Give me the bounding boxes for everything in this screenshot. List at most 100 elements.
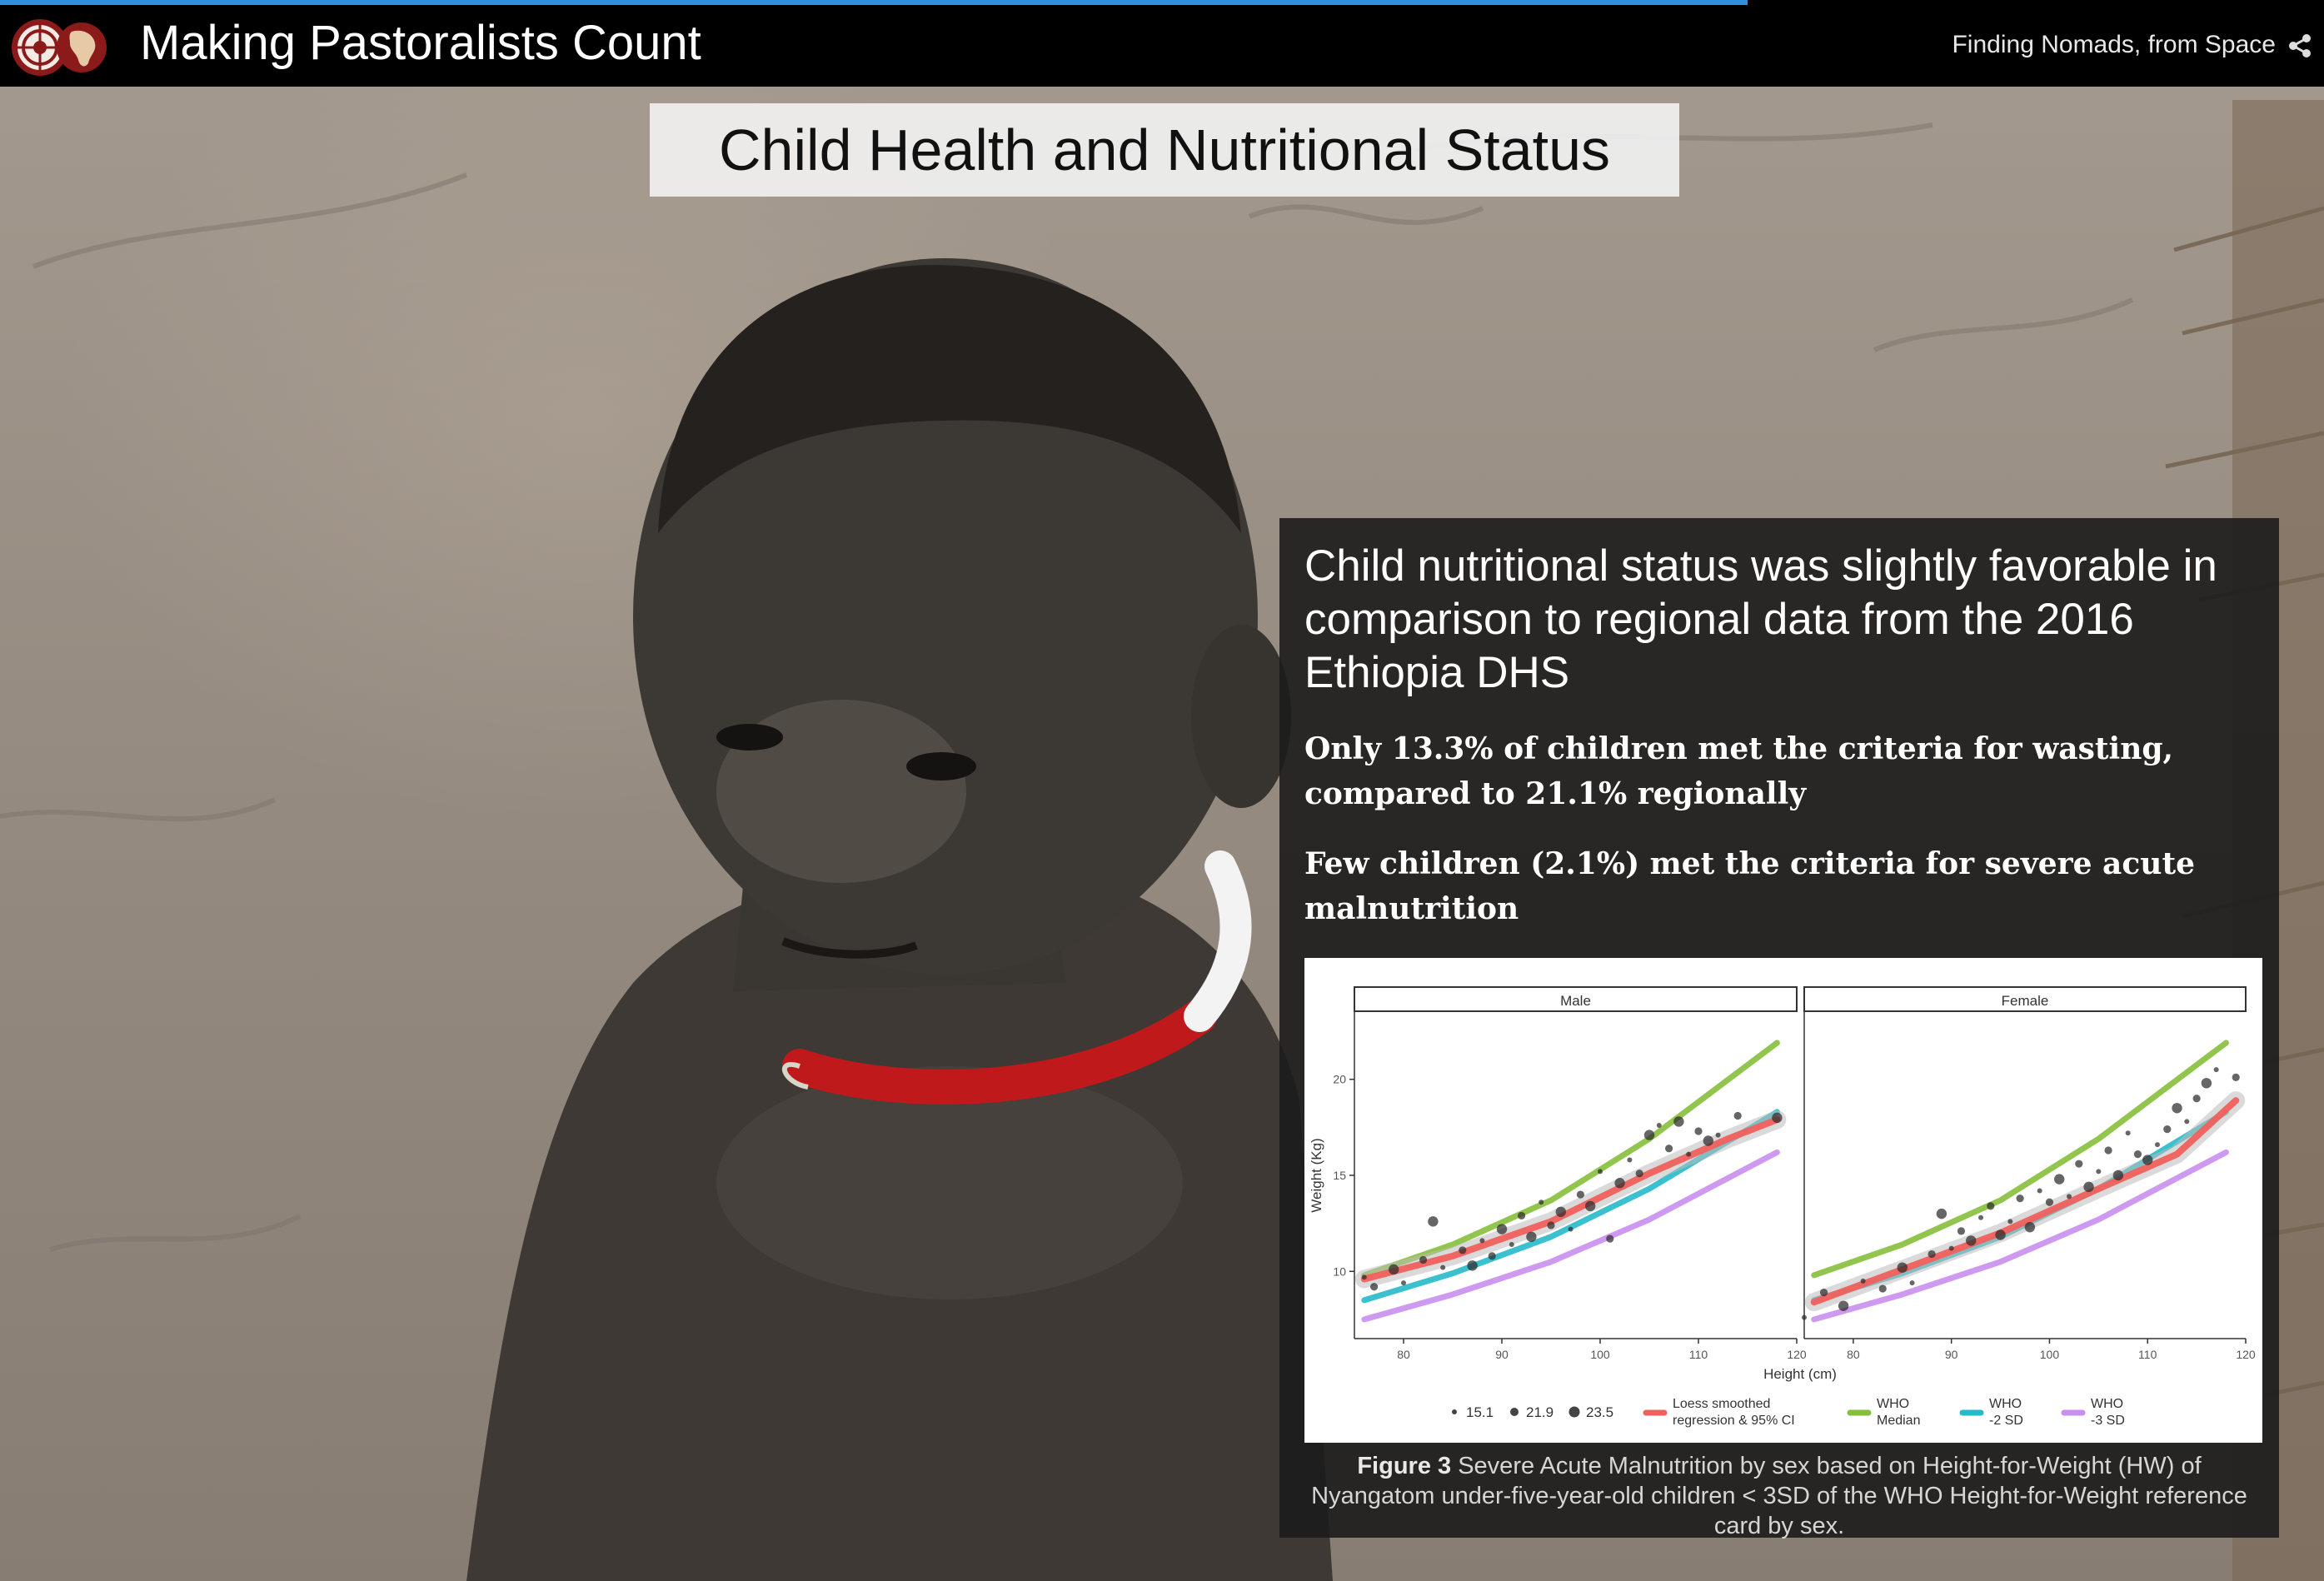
data-point-male [1598,1169,1603,1174]
data-point-female [1910,1280,1915,1285]
data-point-male [1467,1260,1477,1270]
x-tick-label: 90 [1945,1348,1958,1361]
y-tick-label: 10 [1333,1264,1346,1278]
data-point-male [1428,1216,1438,1226]
who-minus3sd-line-female [1814,1152,2227,1319]
figure-caption-text: Severe Acute Malnutrition by sex based o… [1311,1453,2247,1539]
x-tick-label: 120 [1787,1348,1807,1361]
data-point-female [2075,1160,2082,1168]
data-point-female [1838,1301,1848,1311]
data-point-male [1665,1145,1673,1152]
data-point-male [1556,1207,1566,1217]
narrative-panel[interactable]: Child nutritional status was slightly fa… [1279,518,2279,1538]
data-point-female [1987,1202,1994,1209]
data-point-female [2007,1219,2012,1224]
data-point-male [1547,1221,1554,1229]
data-point-female [1937,1209,1947,1219]
data-point-female [1966,1235,1976,1245]
data-point-male [1644,1130,1654,1140]
legend-label-line2: Median [1877,1414,1920,1428]
data-point-male [1694,1127,1702,1135]
story-progress-bar [0,0,1748,5]
data-point-male [1539,1199,1544,1204]
data-point-female [1802,1315,1807,1320]
logo-icon [10,13,108,82]
who-median-line-male [1364,1043,1778,1275]
x-axis-title: Height (cm) [1763,1366,1837,1382]
size-legend-label: 23.5 [1586,1404,1613,1420]
data-point-male [1686,1152,1691,1157]
size-legend-dot [1510,1408,1519,1416]
section-title: Child Health and Nutritional Status [719,117,1610,183]
data-point-female [2046,1199,2053,1206]
who-minus3sd-line-male [1364,1152,1778,1319]
x-tick-label: 90 [1495,1348,1509,1361]
figure-caption: Figure 3 Severe Acute Malnutrition by se… [1296,1451,2262,1541]
loess-ci-band-female [1814,1100,2236,1302]
chart-canvas: Male 80 90 100 110 120 10 15 20 Female 80 90 100 110 1… [1304,958,2262,1443]
data-point-female [1861,1279,1866,1284]
data-point-female [1949,1246,1954,1251]
data-point-female [2142,1155,2152,1165]
data-point-male [1509,1242,1514,1247]
data-point-male [1627,1158,1632,1163]
x-tick-label: 120 [2236,1348,2256,1361]
data-point-male [1606,1234,1613,1242]
figure-3-chart[interactable]: Male 80 90 100 110 120 10 15 20 Female 80 90 100 110 1… [1304,958,2262,1443]
data-point-female [1928,1250,1936,1258]
data-point-female [1820,1289,1828,1296]
data-point-male [1497,1224,1507,1234]
legend-label-line2: -3 SD [2091,1414,2125,1428]
data-point-male [1703,1135,1713,1145]
data-point-female [1978,1215,1983,1220]
data-point-female [2054,1174,2064,1184]
data-point-male [1401,1280,1406,1285]
data-point-male [1362,1274,1367,1279]
x-tick-label: 80 [1847,1348,1860,1361]
data-point-female [2214,1067,2219,1072]
legend-label-line1: Loess smoothed [1673,1397,1770,1411]
y-axis-title: Weight (Kg) [1309,1138,1324,1212]
data-point-female [2037,1188,2042,1193]
data-point-female [2163,1125,2171,1133]
x-tick-label: 100 [1590,1348,1610,1361]
data-point-female [1995,1229,2005,1239]
section-title-box: Child Health and Nutritional Status [650,103,1679,197]
data-point-male [1489,1252,1496,1259]
data-point-female [2083,1182,2093,1192]
data-point-female [2184,1119,2189,1124]
facet-label-female: Female [2002,993,2049,1009]
data-point-male [1772,1113,1782,1123]
data-point-female [1957,1227,1965,1234]
data-point-female [2172,1103,2182,1113]
facet-label-male: Male [1560,993,1591,1009]
legend-label-line2: regression & 95% CI [1673,1414,1795,1428]
data-point-male [1440,1265,1445,1270]
data-point-female [1879,1284,1887,1292]
data-point-male [1636,1170,1643,1177]
data-point-female [2202,1078,2212,1088]
data-point-female [2193,1095,2201,1102]
x-tick-label: 110 [2138,1348,2157,1361]
data-point-female [2134,1150,2142,1158]
data-point-female [2126,1130,2131,1135]
story-title-link[interactable]: Finding Nomads, from Space [1952,28,2276,62]
org-logo[interactable] [10,13,108,82]
data-point-female [2096,1169,2101,1174]
data-point-male [1673,1116,1683,1126]
y-tick-label: 20 [1333,1073,1346,1086]
data-point-male [1585,1201,1595,1211]
data-point-male [1518,1212,1525,1219]
legend-label-line1: WHO [1877,1397,1909,1411]
size-legend-label: 15.1 [1466,1404,1494,1420]
size-legend-label: 21.9 [1526,1404,1553,1420]
data-point-male [1657,1123,1662,1128]
x-tick-label: 110 [1689,1348,1708,1361]
x-tick-label: 80 [1397,1348,1410,1361]
data-point-male [1734,1112,1742,1120]
data-point-male [1479,1238,1484,1243]
panel-heading: Child nutritional status was slightly fa… [1304,540,2271,700]
app-title: Making Pastoralists Count [140,12,701,75]
share-icon[interactable] [2287,33,2312,58]
data-point-female [2025,1222,2035,1232]
